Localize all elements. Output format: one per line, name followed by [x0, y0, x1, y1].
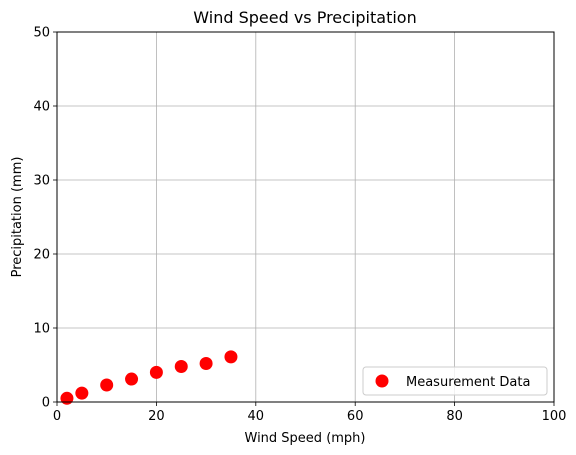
x-tick-label: 0 [53, 409, 61, 424]
legend-marker [375, 374, 389, 388]
y-axis-ticks: 0 10 20 30 40 50 [33, 26, 57, 411]
data-point [149, 365, 163, 379]
data-points [60, 350, 238, 405]
grid-lines [56, 31, 555, 403]
legend: Measurement Data [362, 366, 548, 396]
data-point [75, 386, 89, 400]
y-tick-label: 40 [33, 100, 50, 115]
plot-frame [56, 31, 555, 403]
data-point [199, 357, 213, 371]
legend-box [362, 366, 548, 396]
y-tick-label: 50 [33, 26, 50, 41]
x-tick-label: 80 [446, 409, 463, 424]
y-tick-label: 30 [33, 174, 50, 189]
x-axis-ticks: 0 20 40 60 80 100 [53, 402, 567, 424]
y-axis-label: Precipitation (mm) [10, 157, 25, 278]
chart-title: Wind Speed vs Precipitation [193, 8, 416, 27]
data-point [125, 372, 139, 386]
y-tick-label: 20 [33, 248, 50, 263]
x-tick-label: 40 [248, 409, 265, 424]
x-tick-label: 20 [148, 409, 165, 424]
y-tick-label: 10 [33, 322, 50, 337]
y-tick-label: 0 [42, 396, 50, 411]
data-point [60, 391, 74, 405]
data-point [224, 350, 238, 364]
x-axis-label: Wind Speed (mph) [245, 431, 366, 446]
x-tick-label: 100 [542, 409, 567, 424]
legend-label: Measurement Data [406, 375, 530, 390]
data-point [100, 378, 114, 392]
x-tick-label: 60 [347, 409, 364, 424]
data-point [174, 359, 188, 373]
